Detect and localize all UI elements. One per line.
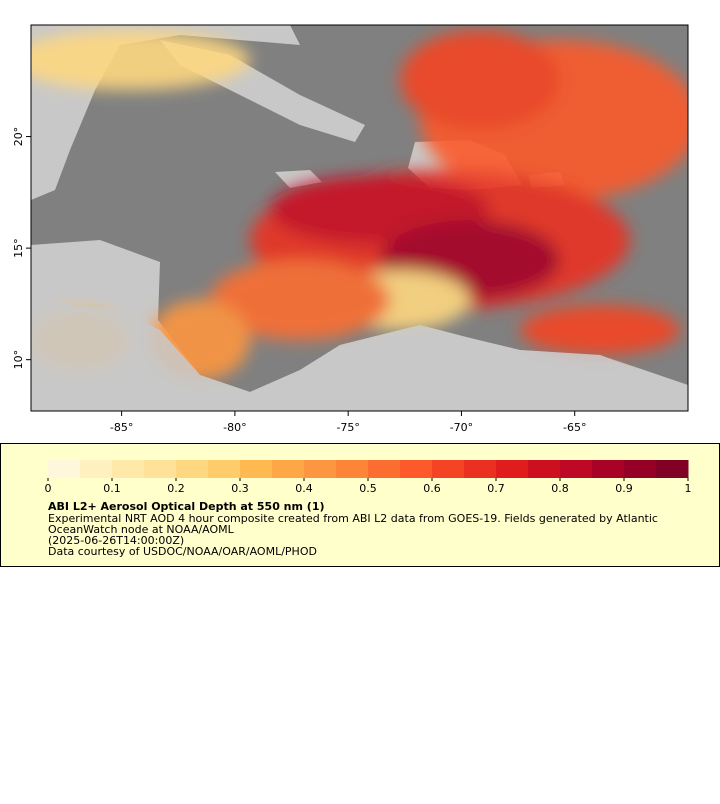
colorbar-swatch [240, 460, 273, 478]
colorbar-tick-label: 0.3 [231, 482, 249, 495]
map-frame [30, 24, 689, 412]
legend-line: OceanWatch node at NOAA/AOML [48, 523, 235, 536]
colorbar-tick-label: 0.6 [423, 482, 441, 495]
x-tick-label: -70° [450, 421, 473, 434]
x-tick-label: -75° [336, 421, 359, 434]
map-image [31, 25, 688, 411]
colorbar-tick-label: 0.2 [167, 482, 185, 495]
colorbar-tick-label: 0.9 [615, 482, 633, 495]
colorbar-swatch [368, 460, 401, 478]
y-tick-label: 20° [12, 127, 25, 147]
colorbar-swatch [48, 460, 81, 478]
colorbar-tick-label: 0.4 [295, 482, 313, 495]
colorbar-tick-label: 0.7 [487, 482, 505, 495]
legend-title: ABI L2+ Aerosol Optical Depth at 550 nm … [48, 500, 325, 513]
colorbar-swatch [80, 460, 113, 478]
y-tick-label: 15° [12, 238, 25, 258]
legend-line: Data courtesy of USDOC/NOAA/OAR/AOML/PHO… [48, 545, 317, 558]
colorbar-swatch [464, 460, 497, 478]
colorbar-swatch [592, 460, 625, 478]
legend-line: (2025-06-26T14:00:00Z) [48, 534, 184, 547]
colorbar-swatch [656, 460, 689, 478]
colorbar-swatch [112, 460, 145, 478]
colorbar-tick-label: 0.1 [103, 482, 121, 495]
colorbar-tick-label: 1 [685, 482, 692, 495]
colorbar-swatch [144, 460, 177, 478]
x-tick-label: -80° [223, 421, 246, 434]
aerosol-field [31, 30, 688, 380]
x-tick-label: -65° [563, 421, 586, 434]
colorbar-swatch [176, 460, 209, 478]
colorbar-swatch [208, 460, 241, 478]
colorbar-tick-label: 0.5 [359, 482, 377, 495]
colorbar-swatch [528, 460, 561, 478]
colorbar-swatch [624, 460, 657, 478]
colorbar-swatch [496, 460, 529, 478]
land [31, 300, 688, 411]
colorbar-tick-label: 0 [45, 482, 52, 495]
colorbar-swatch [304, 460, 337, 478]
x-tick-label: -85° [110, 421, 133, 434]
colorbar-swatch [432, 460, 465, 478]
colorbar-swatch [272, 460, 305, 478]
colorbar-tick-label: 0.8 [551, 482, 569, 495]
colorbar-swatch [336, 460, 369, 478]
colorbar-swatch [560, 460, 593, 478]
colorbar-swatch [400, 460, 433, 478]
y-tick-label: 10° [12, 350, 25, 370]
legend-line: Experimental NRT AOD 4 hour composite cr… [48, 512, 658, 525]
